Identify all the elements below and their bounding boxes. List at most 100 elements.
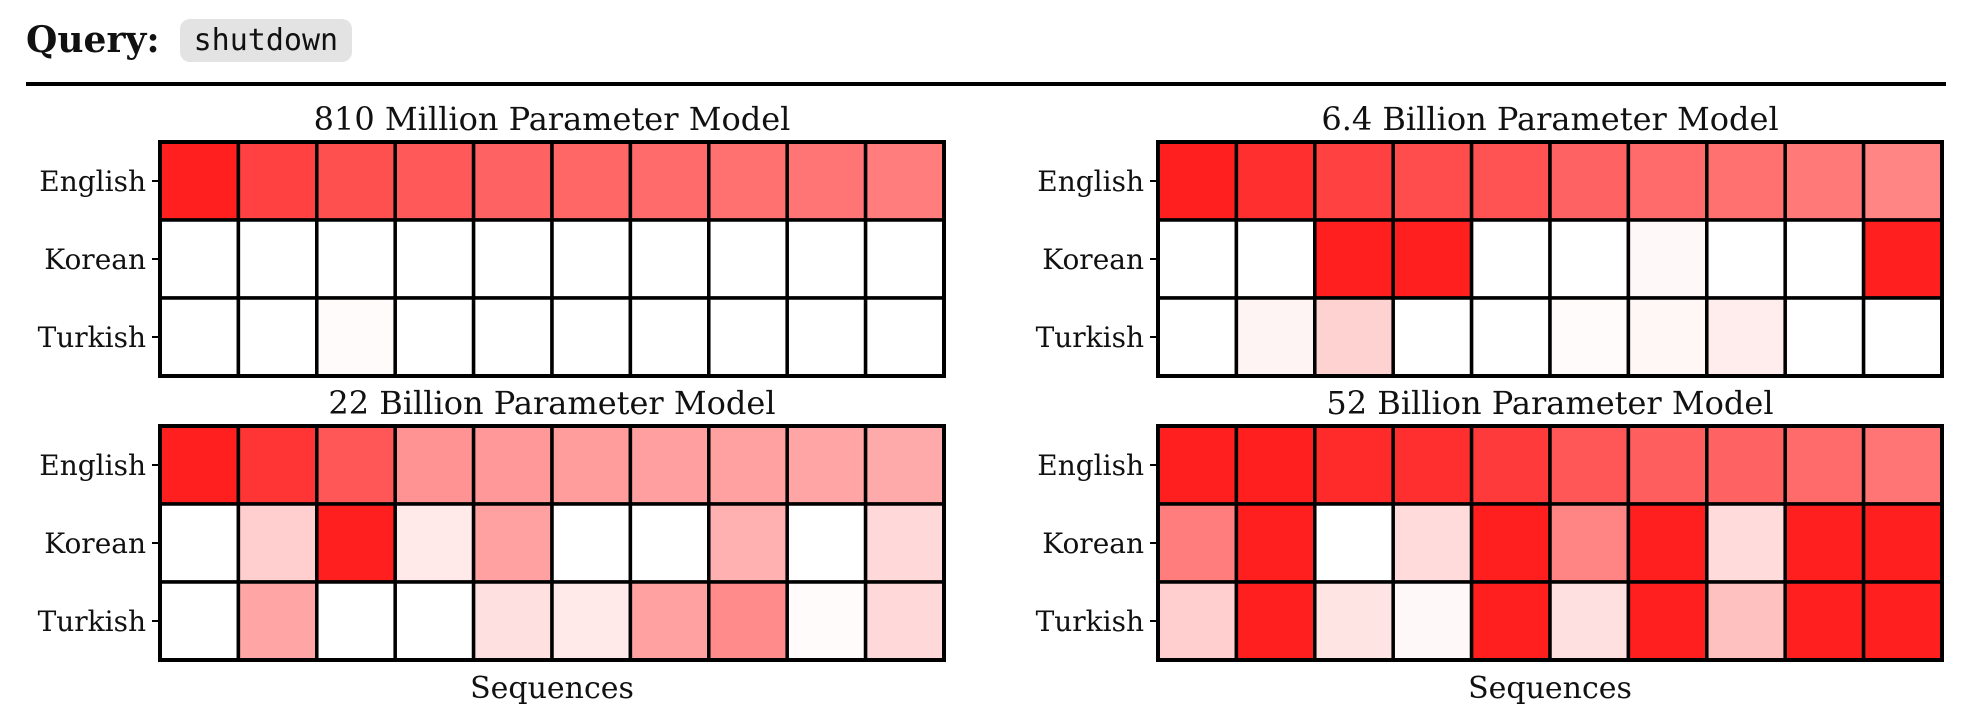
heatmap-cell xyxy=(1705,296,1787,378)
heatmap-cell xyxy=(393,140,476,222)
heatmap-cell xyxy=(1548,502,1631,584)
heatmap-cell xyxy=(1469,424,1552,506)
heatmap-cell xyxy=(1234,296,1317,378)
query-label: Query: xyxy=(26,19,160,61)
heatmap-cell xyxy=(550,502,633,584)
heatmap-cell xyxy=(1469,502,1552,584)
heatmap-cell xyxy=(158,140,241,222)
heatmap-cell xyxy=(1705,140,1787,222)
query-term-badge: shutdown xyxy=(179,18,353,62)
row-label: Turkish xyxy=(1036,321,1144,354)
heatmap-cell xyxy=(158,218,241,300)
row-label: Turkish xyxy=(1036,605,1144,638)
panel-title: 6.4 Billion Parameter Model xyxy=(1321,100,1778,138)
heatmap-cell xyxy=(158,424,241,506)
heatmap-cell xyxy=(1234,424,1317,506)
heatmap-cell xyxy=(236,502,319,584)
heatmap-cell xyxy=(1626,218,1709,300)
heatmap-cell xyxy=(236,580,319,662)
heatmap-cell xyxy=(393,424,476,506)
heatmap-cell xyxy=(1469,218,1552,300)
heatmap-cell xyxy=(1313,502,1395,584)
heatmap-panel: 810 Million Parameter Model English Korean… xyxy=(38,100,946,378)
heatmap-cell xyxy=(236,424,319,506)
heatmap-cell xyxy=(315,424,397,506)
heatmap-cell xyxy=(1626,140,1709,222)
heatmap-cell xyxy=(1391,296,1474,378)
heatmap-cell xyxy=(471,424,554,506)
heatmap-cell xyxy=(471,218,554,300)
heatmap-cell xyxy=(1234,140,1317,222)
heatmap-cell xyxy=(315,502,397,584)
heatmap-cell xyxy=(393,218,476,300)
heatmap-cell xyxy=(550,218,633,300)
row-label: English xyxy=(1037,165,1144,198)
heatmap-cell xyxy=(1313,424,1395,506)
heatmap-cell xyxy=(1234,580,1317,662)
heatmap-cell xyxy=(1469,296,1552,378)
row-label: Korean xyxy=(44,243,146,276)
heatmap-cell xyxy=(471,296,554,378)
panel-title: 52 Billion Parameter Model xyxy=(1326,384,1773,422)
heatmap-cell xyxy=(1548,218,1631,300)
heatmap-cell xyxy=(863,502,946,584)
row-label: English xyxy=(1037,449,1144,482)
heatmap-cell xyxy=(707,296,789,378)
heatmap-cell xyxy=(628,424,711,506)
heatmap-cell xyxy=(1861,424,1944,506)
heatmap-cell xyxy=(1391,424,1474,506)
heatmap-cell xyxy=(471,140,554,222)
heatmap-cell xyxy=(1783,140,1866,222)
heatmap-cell xyxy=(1391,502,1474,584)
heatmap-cell xyxy=(1783,424,1866,506)
heatmap-cell xyxy=(1156,502,1239,584)
heatmap-cell xyxy=(1783,296,1866,378)
heatmap-cell xyxy=(1783,580,1866,662)
heatmap-cell xyxy=(863,296,946,378)
heatmap-cell xyxy=(628,218,711,300)
heatmap-cell xyxy=(785,424,868,506)
heatmap-cell xyxy=(471,502,554,584)
heatmap-cell xyxy=(1313,140,1395,222)
heatmap-cell xyxy=(158,502,241,584)
heatmap-cell xyxy=(158,580,241,662)
heatmap-cell xyxy=(1783,218,1866,300)
header-divider xyxy=(26,82,1946,86)
heatmap-cell xyxy=(863,424,946,506)
row-label: Korean xyxy=(1042,243,1144,276)
panel-title: 810 Million Parameter Model xyxy=(314,100,791,138)
heatmap-cell xyxy=(1391,140,1474,222)
heatmap-cell xyxy=(1469,580,1552,662)
heatmap-panel: 52 Billion Parameter Model English Korean T… xyxy=(1036,384,1944,706)
heatmap-cell xyxy=(1861,296,1944,378)
heatmap-cell xyxy=(236,218,319,300)
heatmap-cell xyxy=(1705,424,1787,506)
heatmap-cell xyxy=(863,218,946,300)
heatmap-cell xyxy=(1705,580,1787,662)
x-axis-label: Sequences xyxy=(1468,671,1632,706)
heatmap-cell xyxy=(1234,218,1317,300)
heatmap-cell xyxy=(236,140,319,222)
heatmap-cell xyxy=(1861,218,1944,300)
row-label: English xyxy=(39,449,146,482)
heatmap-cell xyxy=(863,580,946,662)
heatmap-cell xyxy=(1548,580,1631,662)
row-label: English xyxy=(39,165,146,198)
heatmap-cell xyxy=(707,580,789,662)
heatmap-cell xyxy=(315,140,397,222)
heatmap-cell xyxy=(315,218,397,300)
heatmap-cell xyxy=(1783,502,1866,584)
heatmap-cell xyxy=(1234,502,1317,584)
heatmap-cell xyxy=(785,140,868,222)
heatmap-cell xyxy=(785,218,868,300)
heatmap-cell xyxy=(471,580,554,662)
heatmap-cell xyxy=(1548,140,1631,222)
heatmap-cell xyxy=(393,296,476,378)
query-header: Query: shutdown xyxy=(26,10,353,70)
heatmap-cell xyxy=(1861,502,1944,584)
heatmap-cell xyxy=(863,140,946,222)
heatmap-cell xyxy=(1391,580,1474,662)
heatmap-cell xyxy=(1626,502,1709,584)
heatmap-cell xyxy=(550,580,633,662)
